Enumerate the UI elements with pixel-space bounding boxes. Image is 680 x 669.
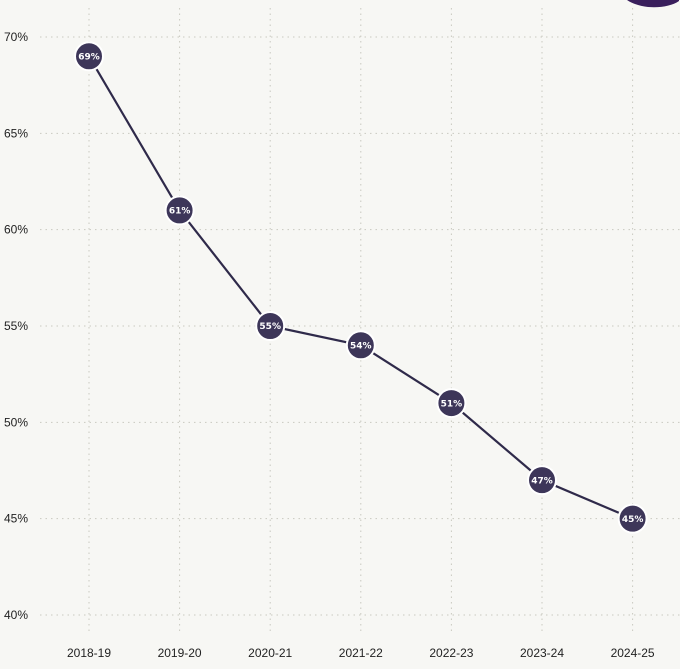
data-point: 45%	[617, 503, 648, 534]
x-tick-label: 2019-20	[158, 646, 202, 660]
corner-logo-mark	[627, 0, 679, 8]
data-point: 51%	[436, 388, 467, 419]
y-tick-label: 70%	[4, 30, 28, 44]
data-points: 69% 61% 55% 54% 51% 47% 45%	[74, 41, 648, 534]
grid	[40, 8, 680, 632]
data-point-marker	[255, 311, 286, 341]
data-point-marker	[345, 330, 376, 361]
data-point: 69%	[74, 41, 104, 72]
data-label: 61%	[169, 207, 191, 217]
x-tick-label: 2021-22	[339, 646, 383, 660]
y-axis: 40% 45% 50% 55% 60% 65% 70%	[4, 30, 28, 622]
y-tick-label: 45%	[4, 512, 28, 526]
data-label: 45%	[622, 515, 644, 525]
data-point: 61%	[164, 195, 195, 226]
y-tick-label: 60%	[4, 223, 28, 237]
x-tick-label: 2024-25	[611, 646, 655, 660]
y-tick-label: 40%	[4, 608, 28, 622]
data-point-marker	[527, 465, 557, 496]
y-tick-label: 55%	[4, 319, 28, 333]
data-point-marker	[617, 503, 648, 534]
data-point-marker	[164, 195, 195, 226]
y-tick-label: 65%	[4, 126, 28, 140]
data-label: 54%	[350, 341, 372, 351]
data-point: 54%	[345, 330, 376, 361]
data-point-marker	[436, 388, 467, 419]
x-tick-label: 2018-19	[67, 646, 111, 660]
data-label: 55%	[259, 322, 281, 332]
x-axis: 2018-19 2019-20 2020-21 2021-22 2022-23 2023-…	[67, 646, 655, 660]
data-point-marker	[74, 41, 104, 72]
data-label: 47%	[531, 476, 553, 486]
data-label: 69%	[78, 52, 100, 62]
y-tick-label: 50%	[4, 415, 28, 429]
x-tick-label: 2022-23	[429, 646, 473, 660]
x-tick-label: 2023-24	[520, 646, 564, 660]
x-tick-label: 2020-21	[248, 646, 292, 660]
data-label: 51%	[441, 399, 463, 409]
data-point: 47%	[527, 465, 557, 496]
data-point: 55%	[255, 311, 286, 341]
